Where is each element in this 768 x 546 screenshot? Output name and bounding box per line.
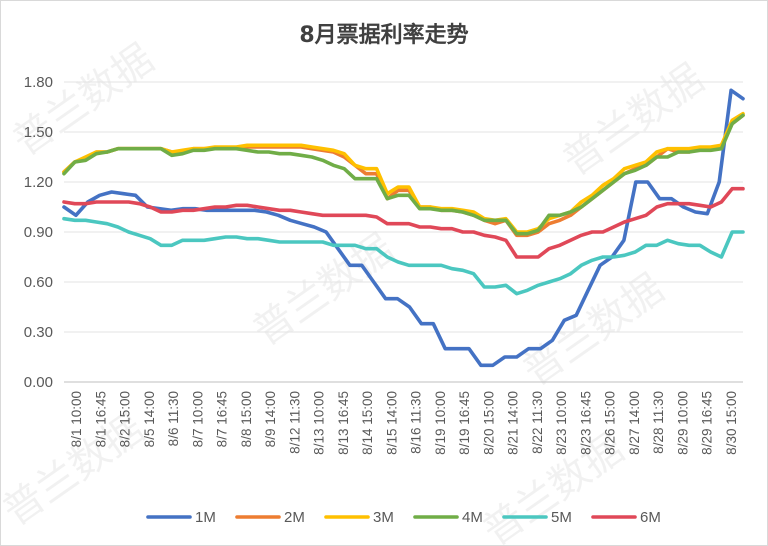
x-tick-label: 8/7 10:00 xyxy=(190,391,205,447)
x-tick-label: 8/8 15:00 xyxy=(239,391,254,447)
series-line-6m xyxy=(62,186,745,259)
series-line-5m xyxy=(62,216,745,296)
y-tick-label: 0.90 xyxy=(24,224,53,241)
x-axis: 8/1 10:00 8/1 16:45 8/2 15:00 8/5 14:00 8/6 … xyxy=(69,391,739,455)
x-tick-label: 8/20 15:00 xyxy=(481,391,496,455)
legend-label-6m: 6M xyxy=(640,509,661,526)
x-tick-label: 8/2 15:00 xyxy=(118,391,133,447)
x-tick-label: 8/5 14:00 xyxy=(142,391,157,447)
x-tick-label: 8/16 11:30 xyxy=(409,391,424,454)
x-tick-label: 8/23 16:45 xyxy=(578,391,593,455)
x-tick-label: 8/28 11:30 xyxy=(651,391,666,454)
y-axis: 0.00 0.30 0.60 0.90 1.20 1.50 1.80 xyxy=(24,74,53,391)
x-tick-label: 8/1 16:45 xyxy=(93,391,108,447)
y-tick-label: 0.30 xyxy=(24,324,53,341)
x-tick-label: 8/13 16:45 xyxy=(336,391,351,455)
x-tick-label: 8/22 11:30 xyxy=(530,391,545,454)
x-tick-label: 8/7 16:45 xyxy=(215,391,230,447)
x-tick-label: 8/19 16:45 xyxy=(457,391,472,455)
x-tick-label: 8/9 14:00 xyxy=(263,391,278,447)
y-tick-label: 1.50 xyxy=(24,124,53,141)
legend: 1M 2M 3M 4M 5M 6M xyxy=(146,509,661,526)
x-tick-label: 8/12 11:30 xyxy=(287,391,302,454)
y-tick-label: 0.00 xyxy=(24,374,53,391)
watermark-text: 普兰数据 xyxy=(5,36,162,165)
x-tick-label: 8/29 16:45 xyxy=(700,391,715,455)
legend-label-3m: 3M xyxy=(373,509,394,526)
legend-label-2m: 2M xyxy=(284,509,305,526)
x-tick-label: 8/1 10:00 xyxy=(69,391,84,447)
legend-label-4m: 4M xyxy=(462,509,483,526)
x-tick-label: 8/30 15:00 xyxy=(724,391,739,455)
legend-label-5m: 5M xyxy=(551,509,572,526)
series-line-3m xyxy=(62,111,745,234)
x-tick-label: 8/14 15:00 xyxy=(360,391,375,455)
x-tick-label: 8/13 10:00 xyxy=(312,391,327,455)
x-tick-label: 8/27 14:00 xyxy=(627,391,642,455)
y-tick-label: 1.80 xyxy=(24,74,53,91)
x-tick-label: 8/15 14:00 xyxy=(384,391,399,455)
y-tick-label: 0.60 xyxy=(24,274,53,291)
x-tick-label: 8/26 15:00 xyxy=(603,391,618,455)
chart-title: 8月票据利率走势 xyxy=(299,22,468,48)
gridlines xyxy=(64,81,743,383)
x-tick-label: 8/6 11:30 xyxy=(166,391,181,446)
series-lines xyxy=(62,88,745,368)
series-line-4m xyxy=(62,113,745,236)
legend-label-1m: 1M xyxy=(195,509,216,526)
x-tick-label: 8/21 14:00 xyxy=(506,391,521,455)
x-tick-label: 8/29 10:00 xyxy=(675,391,690,455)
y-tick-label: 1.20 xyxy=(24,174,53,191)
x-tick-label: 8/19 10:00 xyxy=(433,391,448,455)
x-tick-label: 8/23 10:00 xyxy=(554,391,569,455)
